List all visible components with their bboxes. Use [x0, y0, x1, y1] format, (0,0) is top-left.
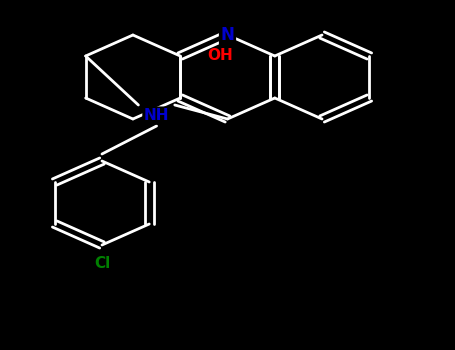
Text: OH: OH	[207, 49, 233, 63]
Text: N: N	[221, 26, 234, 44]
Text: Cl: Cl	[94, 256, 110, 271]
Text: NH: NH	[144, 108, 169, 123]
